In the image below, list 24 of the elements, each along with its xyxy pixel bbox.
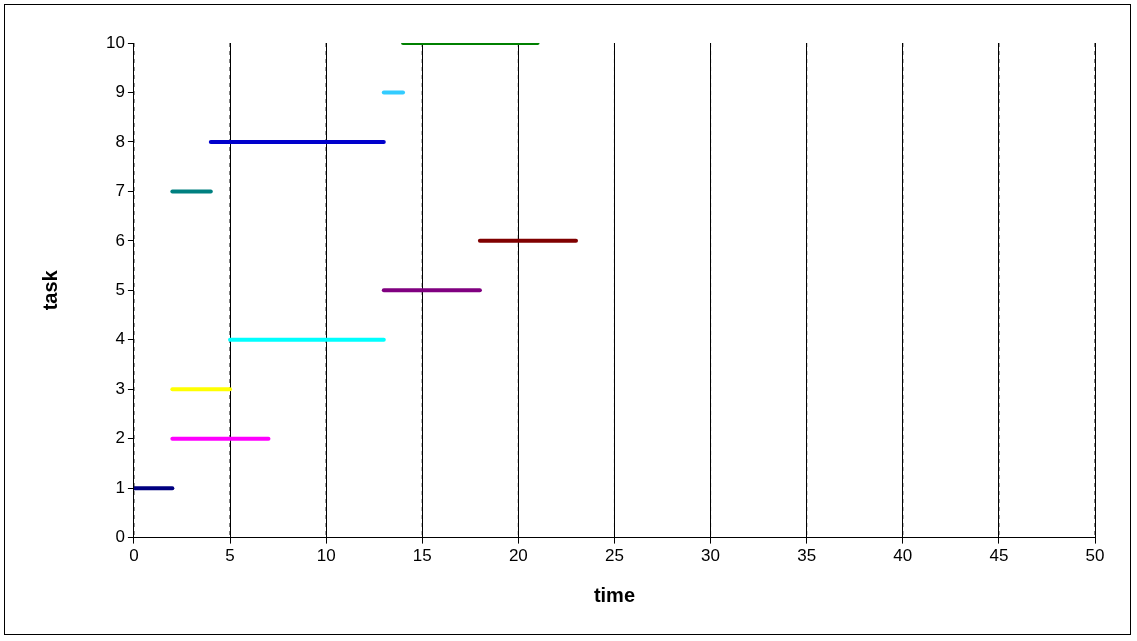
y-tick-label: 5: [115, 279, 125, 299]
x-tick-label: 45: [989, 546, 1009, 566]
x-tick-label: 15: [412, 546, 432, 566]
x-tick-label: 40: [893, 546, 913, 566]
y-tick-label: 6: [115, 230, 125, 250]
x-tick-label: 10: [316, 546, 336, 566]
y-tick-label: 4: [115, 329, 125, 349]
x-tick-label: 20: [508, 546, 528, 566]
x-tick-label: 0: [129, 546, 139, 566]
x-tick-label: 30: [701, 546, 721, 566]
y-tick-label: 8: [115, 131, 125, 151]
y-tick-label: 3: [115, 378, 125, 398]
x-tick-label: 35: [797, 546, 817, 566]
y-tick-label: 1: [115, 477, 125, 497]
y-tick-label: 2: [115, 428, 125, 448]
y-tick-label: 10: [105, 32, 125, 52]
x-tick-label: 5: [225, 546, 235, 566]
y-tick-label: 9: [115, 82, 125, 102]
y-tick-label: 7: [115, 181, 125, 201]
x-axis-title: time: [593, 583, 636, 606]
x-tick-label: 25: [604, 546, 624, 566]
y-tick-label: 0: [115, 527, 125, 547]
y-axis-title: task: [38, 269, 61, 311]
x-tick-label: 50: [1085, 546, 1105, 566]
